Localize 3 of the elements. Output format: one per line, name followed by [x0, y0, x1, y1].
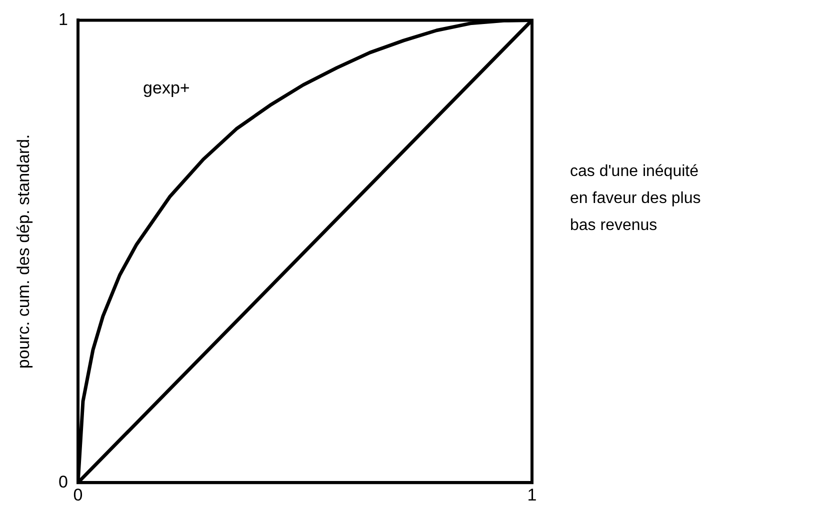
- y-axis-title: pourc. cum. des dép. standard.: [14, 134, 33, 369]
- text: gexp+: [143, 78, 190, 98]
- text: cas d'une inéquité en faveur des plus bas revenus: [570, 162, 702, 236]
